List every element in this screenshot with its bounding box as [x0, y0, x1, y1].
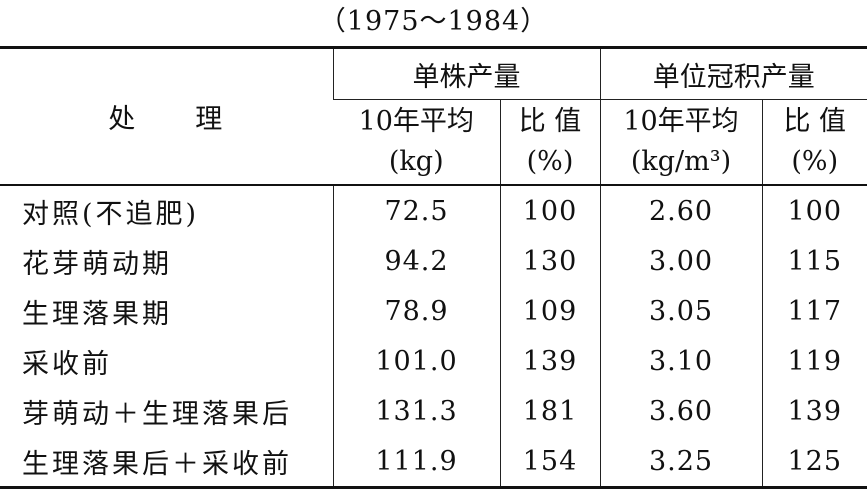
- cell: 3.10: [599, 336, 762, 386]
- group-header: 单位冠积产量: [599, 47, 867, 100]
- sub-header-line: 比 值: [518, 106, 582, 137]
- sub-header-line: 比 值: [783, 106, 847, 137]
- treatment: 生理落果期: [22, 298, 172, 330]
- cell: 3.00: [599, 236, 762, 286]
- treatment: 对照(不追肥): [22, 198, 200, 230]
- cell: 139: [761, 386, 867, 436]
- data-table: 处 理 单株产量 单位冠积产量 10年平均 (kg) 比 值 (%) 10年平均 (kg/…: [0, 46, 867, 489]
- treatment: 芽萌动＋生理落果后: [22, 398, 292, 430]
- sub-header-line: (kg/m³): [630, 146, 732, 177]
- cell: 3.05: [599, 286, 762, 336]
- table-row: 采收前 101.0 139 3.10 119: [0, 336, 867, 386]
- sub-header-line: 10年平均: [358, 106, 474, 137]
- cell: 3.25: [599, 436, 762, 488]
- treatment: 花芽萌动期: [22, 248, 172, 280]
- cell: 125: [761, 436, 867, 488]
- treatment: 采收前: [22, 348, 112, 380]
- table-row: 生理落果期 78.9 109 3.05 117: [0, 286, 867, 336]
- sub-header-line: (kg): [388, 146, 444, 177]
- table-row: 对照(不追肥) 72.5 100 2.60 100: [0, 185, 867, 236]
- cell: 139: [499, 336, 600, 386]
- cell: 94.2: [332, 236, 500, 286]
- cell: 131.3: [332, 386, 500, 436]
- cell: 78.9: [332, 286, 500, 336]
- cell: 111.9: [332, 436, 500, 488]
- cell: 154: [499, 436, 600, 488]
- sub-header: 比 值 (%): [499, 99, 600, 185]
- sub-header-line: 10年平均: [623, 106, 739, 137]
- cell: 100: [761, 185, 867, 236]
- sub-header: 比 值 (%): [761, 99, 867, 185]
- row-header: 处 理: [0, 47, 333, 186]
- cell: 117: [761, 286, 867, 336]
- treatment: 生理落果后＋采收前: [22, 448, 292, 480]
- cell: 181: [499, 386, 600, 436]
- cell: 109: [499, 286, 600, 336]
- cell: 130: [499, 236, 600, 286]
- sub-header: 10年平均 (kg): [333, 100, 500, 186]
- cell: 2.60: [599, 185, 762, 236]
- sub-header-line: (%): [526, 146, 574, 177]
- cell: 100: [499, 185, 600, 236]
- cell: 101.0: [332, 336, 500, 386]
- cell: 119: [761, 336, 867, 386]
- sub-header: 10年平均 (kg/m³): [599, 99, 762, 185]
- group-header: 单株产量: [332, 47, 600, 100]
- cell: 3.60: [599, 386, 762, 436]
- table-row: 芽萌动＋生理落果后 131.3 181 3.60 139: [0, 386, 867, 436]
- table-row: 花芽萌动期 94.2 130 3.00 115: [0, 236, 867, 286]
- sub-header-line: (%): [791, 146, 839, 177]
- cell: 72.5: [332, 185, 500, 236]
- cell: 115: [761, 236, 867, 286]
- title: （1975～1984）: [318, 6, 549, 37]
- table-row: 生理落果后＋采收前 111.9 154 3.25 125: [0, 436, 867, 488]
